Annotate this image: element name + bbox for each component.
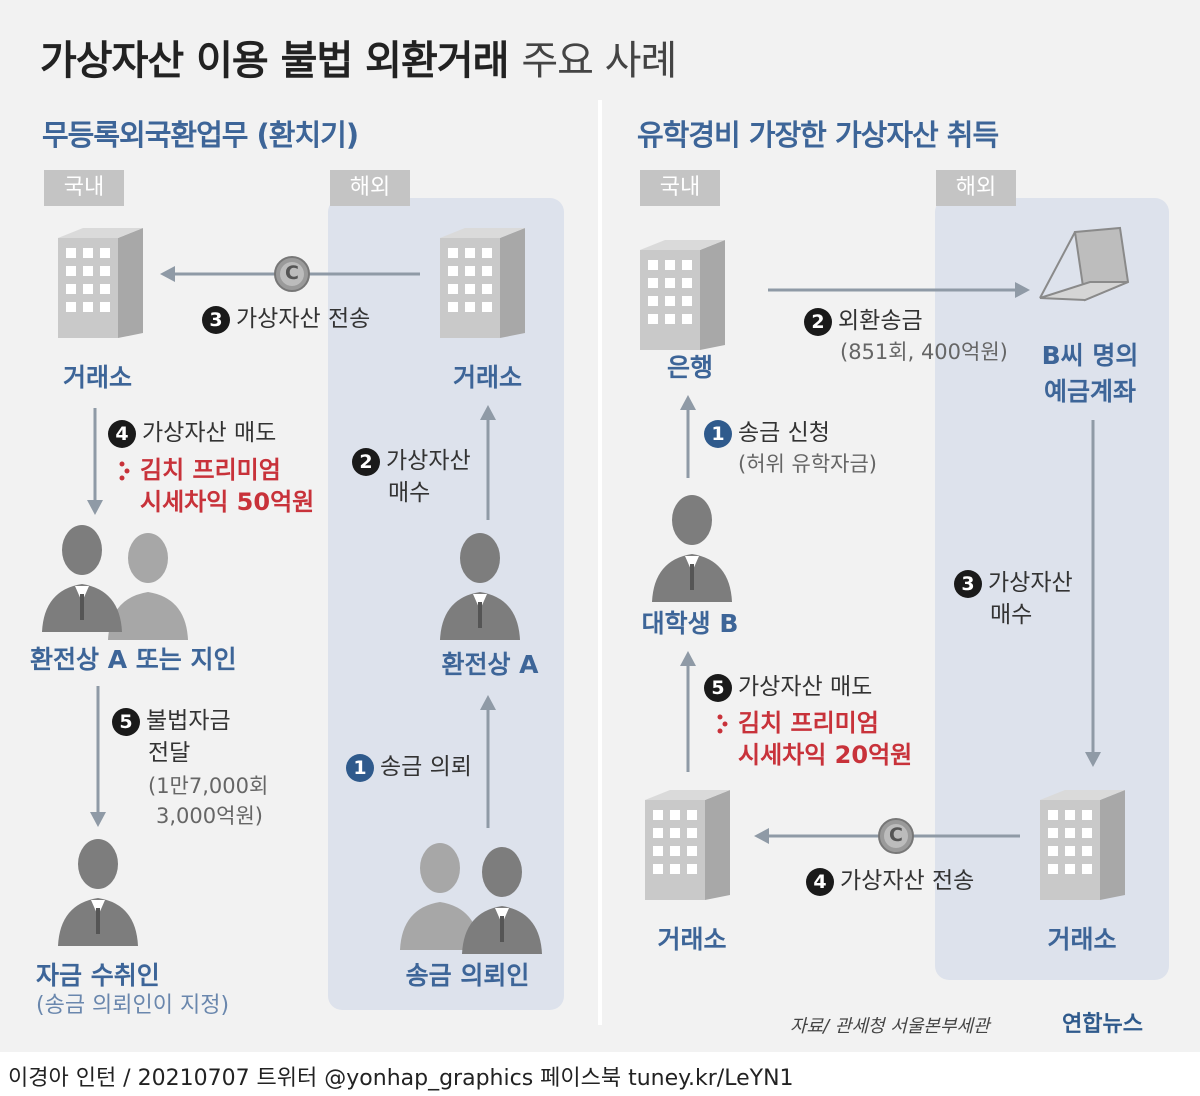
step-number: 2 (352, 447, 380, 476)
account-label-line1: B씨 명의 (1041, 341, 1139, 370)
right-step2: 2 외환송금 (804, 306, 923, 336)
building-icon (1040, 790, 1125, 900)
building-icon (440, 228, 525, 338)
right-step5: 5 가상자산 매도 (704, 672, 872, 702)
dealer-or-acquaintance-label: 환전상 A 또는 지인 (30, 645, 237, 674)
right-overseas-tag: 해외 (936, 170, 1016, 206)
building-icon (640, 240, 725, 350)
step-number: 4 (806, 867, 834, 896)
yonhap-logo: 연합뉴스 (1062, 1012, 1143, 1037)
left-step1: 1 송금 의뢰 (346, 752, 472, 782)
right-step3-line2: 매수 (990, 602, 1033, 628)
step-number: 1 (704, 419, 732, 448)
source-note: 자료/ 관세청 서울본부세관 (790, 1016, 990, 1037)
center-divider (598, 100, 602, 1025)
left-step3: 3 가상자산 전송 (202, 304, 370, 334)
right-step4: 4 가상자산 전송 (806, 866, 974, 896)
credit-line: 이경아 인턴 / 20210707 트위터 @yonhap_graphics 페… (8, 1066, 794, 1091)
coin-label: C (889, 824, 903, 846)
title-light: 주요 사례 (521, 38, 677, 84)
right-step1: 1 송금 신청 (704, 418, 830, 448)
step-number: 3 (202, 305, 230, 334)
person-icon (652, 495, 732, 602)
step-number: 2 (804, 307, 832, 336)
right-overseas-exchange-label: 거래소 (1047, 925, 1117, 954)
person-icon (462, 847, 542, 954)
left-overseas-exchange-label: 거래소 (452, 363, 522, 392)
left-domestic-exchange-label: 거래소 (62, 363, 132, 392)
left-step2: 2 가상자산 (352, 446, 471, 476)
account-label-line2: 예금계좌 (1043, 377, 1136, 406)
page-title: 가상자산 이용 불법 외환거래 주요 사례 (40, 28, 677, 86)
requesters-label: 송금 의뢰인 (405, 961, 530, 990)
sparkle-icon (717, 714, 728, 734)
sparkle-icon (119, 461, 130, 481)
right-section-title: 유학경비 가장한 가상자산 취득 (637, 118, 999, 152)
laptop-icon (1039, 226, 1130, 302)
building-icon (645, 790, 730, 900)
dealer-label: 환전상 A (441, 650, 539, 679)
bank-label: 은행 (666, 353, 713, 382)
student-label: 대학생 B (641, 609, 739, 638)
diagram-graphics (42, 226, 1130, 954)
left-step5-sub1: (1만7,000회 (148, 774, 269, 798)
arrow-head (160, 266, 175, 282)
step-number: 5 (112, 707, 140, 736)
left-overseas-tag: 해외 (330, 170, 410, 206)
left-step4: 4 가상자산 매도 (108, 418, 276, 448)
left-domestic-tag: 국내 (44, 170, 124, 206)
step-number: 3 (954, 569, 982, 598)
right-step5-premium: 김치 프리미엄 (738, 709, 879, 737)
right-domestic-exchange-label: 거래소 (657, 925, 727, 954)
left-step5-sub2: 3,000억원) (156, 804, 263, 828)
left-step4-premium: 김치 프리미엄 (140, 456, 281, 484)
person-icon (440, 533, 520, 640)
step-number: 4 (108, 419, 136, 448)
left-step2-line2: 매수 (388, 480, 431, 506)
left-step5: 5 불법자금 (112, 706, 231, 736)
step-number: 5 (704, 673, 732, 702)
right-step1-sub: (허위 유학자금) (738, 452, 877, 476)
building-icon (58, 228, 143, 338)
right-domestic-tag: 국내 (640, 170, 720, 206)
right-step3: 3 가상자산 (954, 568, 1073, 598)
recipient-label: 자금 수취인 (36, 961, 160, 990)
person-icon (58, 839, 138, 946)
left-step4-profit: 시세차익 50억원 (140, 488, 315, 516)
recipient-note: (송금 의뢰인이 지정) (36, 993, 230, 1018)
left-step5-line2: 전달 (148, 740, 191, 766)
right-step2-sub: (851회, 400억원) (840, 340, 1008, 364)
left-section-title: 무등록외국환업무 (환치기) (42, 118, 359, 152)
step-number: 1 (346, 753, 374, 782)
person-icon (42, 525, 122, 632)
footer-bar (0, 1052, 1200, 1096)
right-step5-profit: 시세차익 20억원 (738, 741, 913, 769)
coin-label: C (285, 262, 299, 284)
title-bold: 가상자산 이용 불법 외환거래 (40, 38, 509, 84)
